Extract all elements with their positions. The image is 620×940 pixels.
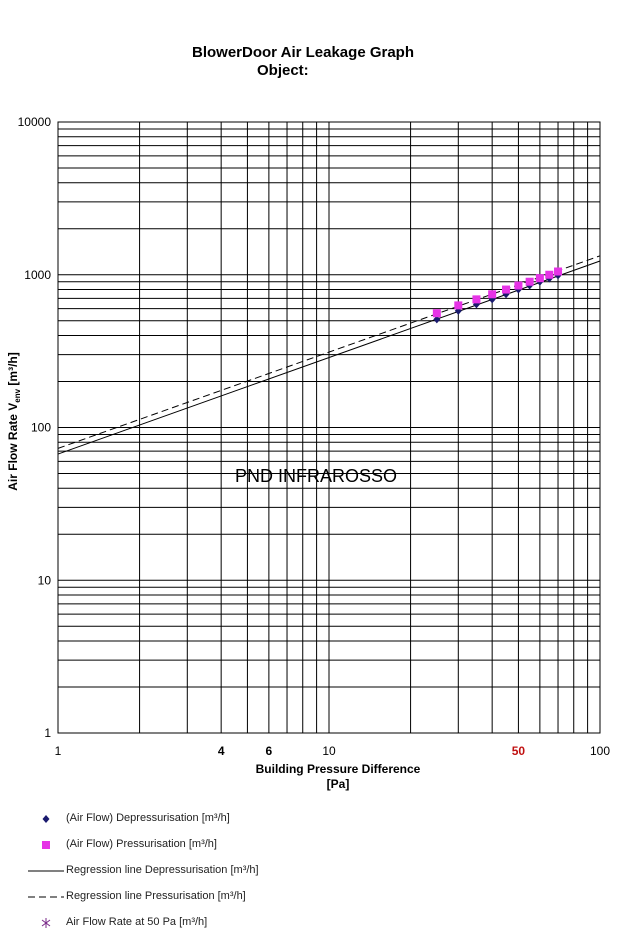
y-tick-label: 1: [44, 726, 51, 740]
legend-label: (Air Flow) Pressurisation [m³/h]: [66, 838, 217, 850]
y-tick-label: 100: [31, 421, 51, 435]
star-stroke: [41, 919, 51, 927]
legend-marker: [41, 918, 51, 928]
grid: [58, 122, 600, 733]
depressurisation-point: [433, 315, 441, 324]
x-tick-label: 1: [55, 744, 62, 758]
legend-symbol: [28, 870, 64, 872]
x-tick-label: 10: [322, 744, 336, 758]
legend-label: Air Flow Rate at 50 Pa [m³/h]: [66, 916, 208, 928]
x-axis-unit: [Pa]: [327, 777, 350, 791]
pressurisation-point: [554, 267, 563, 276]
legend-symbol: [42, 815, 50, 823]
y-tick-label: 10000: [18, 115, 52, 129]
pressurisation-point: [525, 277, 534, 286]
legend-label: (Air Flow) Depressurisation [m³/h]: [66, 812, 230, 824]
legend-symbol: [28, 896, 64, 898]
legend-label: Regression line Depressurisation [m³/h]: [66, 864, 259, 876]
x-tick-label: 6: [266, 744, 273, 758]
x-tick-label: 4: [218, 744, 225, 758]
x-axis-label: Building Pressure Difference: [256, 762, 421, 776]
chart-annotation: PND INFRAROSSO: [235, 466, 397, 486]
legend-symbol: [42, 841, 50, 849]
chart-subtitle: Object:: [257, 62, 309, 79]
pressurisation-point: [472, 295, 481, 304]
pressurisation-point: [454, 301, 463, 310]
pressurisation-point: [514, 281, 523, 290]
legend-marker: [42, 815, 50, 823]
chart-title: BlowerDoor Air Leakage Graph: [192, 44, 414, 61]
legend-marker: [42, 841, 50, 849]
y-tick-label: 10: [38, 573, 52, 587]
x-tick-label: 50: [512, 744, 526, 758]
y-tick-label: 1000: [24, 268, 51, 282]
pressurisation-point: [545, 270, 554, 279]
legend-symbol: [41, 918, 51, 928]
pressurisation-point: [488, 290, 497, 299]
y-axis-label: Air Flow Rate Venv [m³/h]: [6, 352, 22, 490]
legend-label: Regression line Pressurisation [m³/h]: [66, 890, 246, 902]
pressurisation-point: [502, 285, 511, 294]
x-tick-label: 100: [590, 744, 610, 758]
pressurisation-point: [535, 274, 544, 283]
blowerdoor-chart: 1 10 100 1000 10000 1 4 6 10 50 100 Building Pressu…: [6, 115, 610, 791]
pressurisation-point: [432, 309, 441, 318]
